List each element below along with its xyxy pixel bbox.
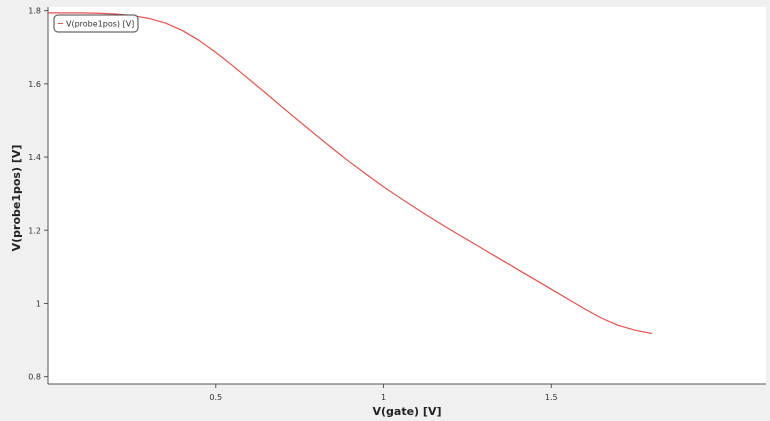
y-tick-label: 1 — [36, 299, 41, 308]
legend-label: V(probe1pos) [V] — [66, 20, 134, 29]
x-axis-title: V(gate) [V] — [373, 405, 442, 418]
plot-area — [48, 7, 766, 384]
y-tick-label: 0.8 — [28, 373, 41, 382]
x-tick-label: 1 — [381, 393, 386, 402]
y-tick-label: 1.2 — [28, 226, 41, 235]
legend-box — [53, 14, 139, 33]
x-tick-label: 0.5 — [209, 393, 222, 402]
y-tick-label: 1.8 — [28, 7, 41, 16]
y-tick-label: 1.6 — [28, 80, 41, 89]
y-tick-label: 1.4 — [28, 153, 41, 162]
series-line-v-probe1pos — [48, 12, 653, 335]
y-axis-title: V(probe1pos) [V] — [10, 145, 23, 252]
x-tick-label: 1.5 — [545, 393, 558, 402]
legend: V(probe1pos) [V] — [53, 14, 139, 33]
